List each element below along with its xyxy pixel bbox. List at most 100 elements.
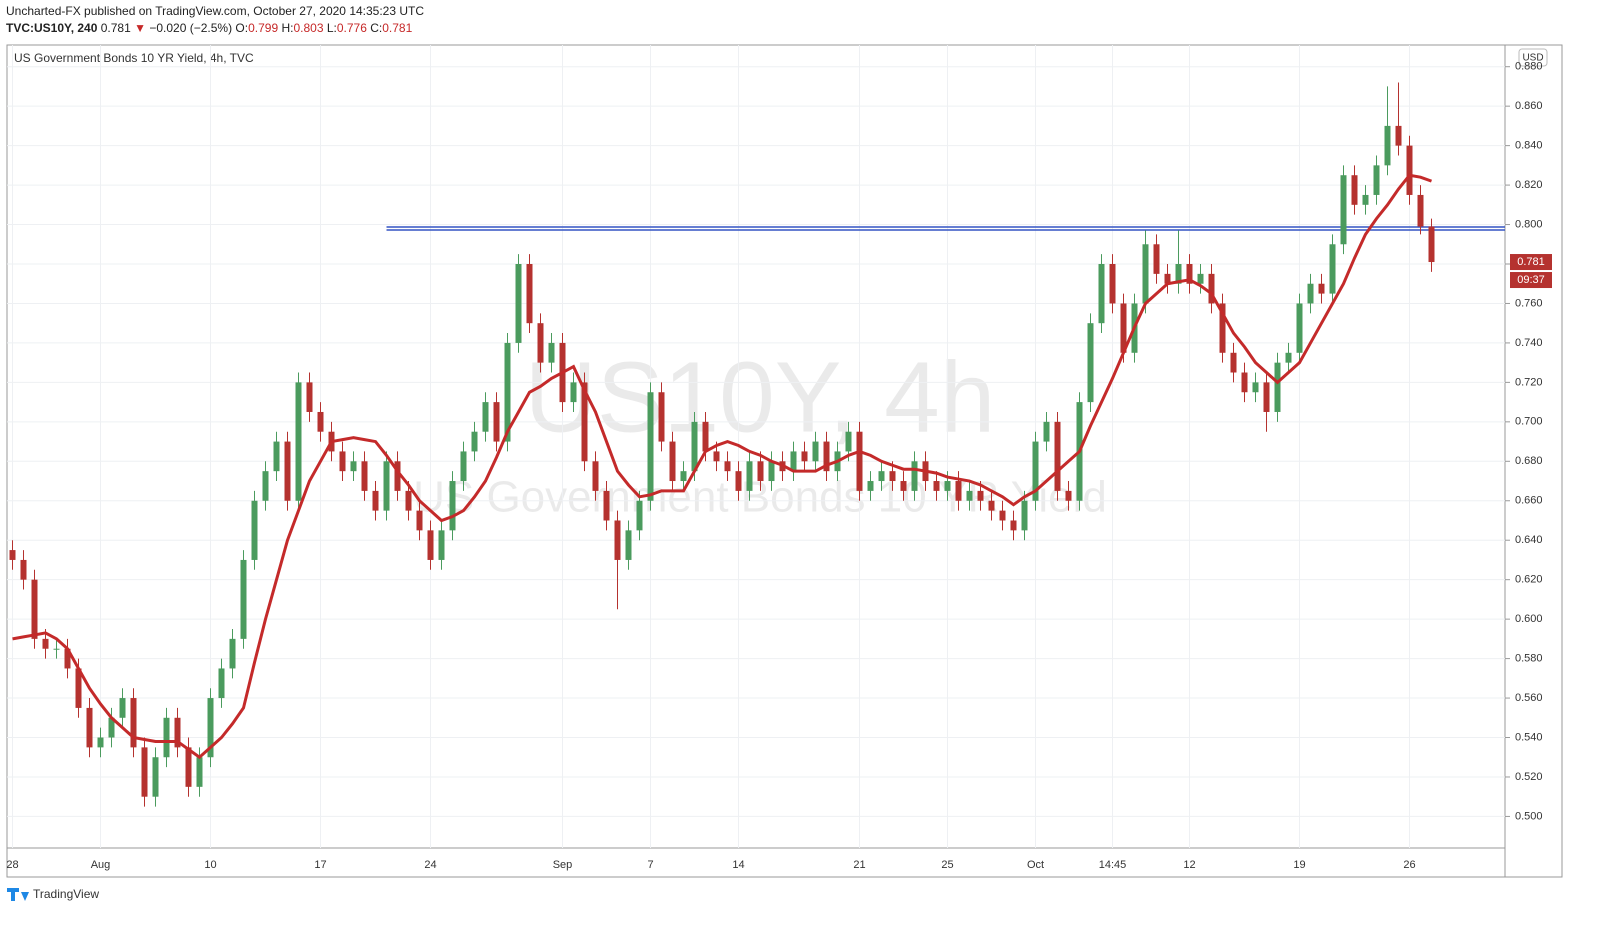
- change: −0.020 (−2.5%): [149, 21, 233, 35]
- candle-body: [1065, 490, 1072, 501]
- candle-body: [130, 698, 137, 748]
- y-tick-label: 0.680: [1515, 455, 1543, 467]
- candle-body: [933, 481, 940, 491]
- candle-body: [229, 638, 236, 669]
- candle-body: [977, 490, 984, 501]
- candle-body: [625, 530, 632, 560]
- y-tick-label: 0.860: [1515, 100, 1543, 112]
- candle-body: [53, 648, 60, 650]
- x-tick-label: 7: [647, 859, 653, 871]
- candle-body: [383, 461, 390, 511]
- candle-body: [768, 461, 775, 482]
- candle-body: [955, 481, 962, 501]
- candle-body: [1296, 303, 1303, 353]
- candle-body: [97, 737, 104, 748]
- y-tick-label: 0.840: [1515, 140, 1543, 152]
- candle-body: [141, 747, 148, 797]
- y-tick-label: 0.700: [1515, 416, 1543, 428]
- x-tick-label: 14: [732, 859, 744, 871]
- candle-body: [1043, 421, 1050, 442]
- x-tick-label: 12: [1183, 859, 1195, 871]
- candle-body: [1329, 244, 1336, 294]
- candle-body: [108, 717, 115, 738]
- candle-body: [603, 490, 610, 521]
- candle-body: [163, 717, 170, 758]
- candle-body: [86, 707, 93, 748]
- candle-body: [1340, 175, 1347, 245]
- candle-body: [1109, 264, 1116, 304]
- o-value: 0.799: [248, 21, 279, 35]
- y-tick-label: 0.600: [1515, 613, 1543, 625]
- grid: [7, 45, 1505, 848]
- x-tick-label: 25: [941, 859, 953, 871]
- y-tick-label: 0.640: [1515, 534, 1543, 546]
- candle-body: [845, 431, 852, 452]
- y-tick-label: 0.580: [1515, 653, 1543, 665]
- candle-body: [1186, 264, 1193, 284]
- candle-body: [31, 579, 38, 639]
- candle-body: [1417, 194, 1424, 227]
- candle-body: [1241, 372, 1248, 393]
- candle-body: [20, 559, 27, 580]
- candle-body: [284, 441, 291, 501]
- candle-body: [1142, 244, 1149, 304]
- candle-body: [196, 757, 203, 787]
- candle-body: [416, 510, 423, 531]
- candle-body: [1021, 500, 1028, 531]
- h-label: H:: [281, 21, 294, 35]
- candle-body: [1318, 283, 1325, 294]
- candle-body: [1395, 125, 1402, 146]
- candle-body: [9, 550, 16, 560]
- publisher-line: Uncharted-FX published on TradingView.co…: [6, 4, 425, 18]
- footer-bg: [0, 880, 120, 910]
- candle-body: [669, 441, 676, 482]
- watermark: US10Y, 4h: [525, 341, 996, 453]
- footer: TradingView: [33, 887, 99, 901]
- y-tick-label: 0.660: [1515, 495, 1543, 507]
- candle-body: [746, 461, 753, 491]
- h-value: 0.803: [293, 21, 324, 35]
- candle-body: [691, 421, 698, 472]
- candle-body: [482, 402, 489, 432]
- candle-body: [1263, 382, 1270, 412]
- x-tick-label: 28: [6, 859, 18, 871]
- candle-body: [988, 500, 995, 511]
- candle-body: [119, 698, 126, 718]
- ohlc-line: TVC:US10Y, 240 0.781 ▼ −0.020 (−2.5%) O:…: [6, 21, 412, 35]
- candle-body: [812, 441, 819, 462]
- candle-body: [1208, 273, 1215, 304]
- candle-body: [548, 342, 555, 363]
- countdown-badge: [1510, 272, 1552, 289]
- candle-body: [1054, 421, 1061, 491]
- candle-body: [42, 638, 49, 649]
- candle-body: [339, 451, 346, 472]
- x-tick-label: 17: [314, 859, 326, 871]
- x-tick-label: Aug: [91, 859, 111, 871]
- candle-body: [251, 500, 258, 560]
- candle-body: [240, 559, 247, 639]
- y-tick-label: 0.540: [1515, 731, 1543, 743]
- candle-body: [944, 481, 951, 491]
- arrow: ▼: [134, 21, 146, 35]
- countdown: 09:37: [1517, 274, 1545, 286]
- y-tick-label: 0.720: [1515, 376, 1543, 388]
- candle-body: [526, 264, 533, 324]
- candle-body: [174, 717, 181, 748]
- candle-body: [64, 648, 71, 669]
- candle-body: [471, 431, 478, 452]
- candle-body: [889, 471, 896, 482]
- candle-body: [1274, 362, 1281, 412]
- y-tick-label: 0.740: [1515, 337, 1543, 349]
- candle-body: [581, 382, 588, 462]
- candle-body: [680, 471, 687, 482]
- y-tick-label: 0.760: [1515, 297, 1543, 309]
- y-tick-label: 0.820: [1515, 179, 1543, 191]
- candle-body: [262, 471, 269, 501]
- candle-body: [735, 471, 742, 491]
- candle-body: [867, 481, 874, 491]
- o-label: O:: [235, 21, 249, 35]
- candle-body: [75, 668, 82, 708]
- candle-body: [405, 490, 412, 511]
